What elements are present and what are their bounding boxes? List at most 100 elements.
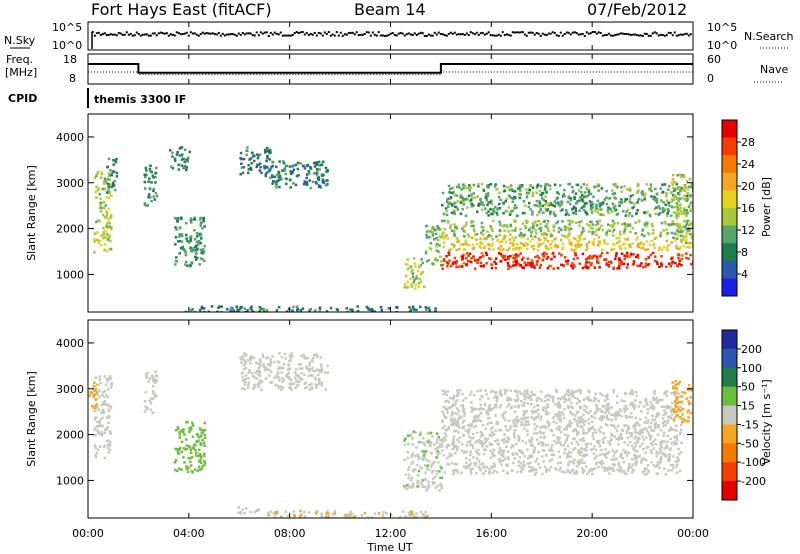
data-cell (551, 252, 554, 256)
data-cell (576, 421, 580, 424)
data-cell (451, 442, 454, 445)
data-cell (590, 420, 594, 424)
data-cell (598, 417, 601, 421)
data-cell (630, 389, 634, 392)
data-cell (565, 398, 568, 401)
nsky-point (283, 34, 286, 37)
data-cell (474, 424, 478, 428)
data-cell (102, 226, 105, 230)
data-cell (587, 470, 591, 473)
data-cell (490, 443, 494, 446)
data-cell (317, 184, 321, 187)
data-cell (199, 241, 202, 245)
data-cell (582, 431, 585, 435)
data-cell (677, 459, 680, 463)
data-cell (287, 371, 291, 375)
data-cell (655, 415, 658, 418)
data-cell (484, 440, 487, 444)
data-cell (468, 435, 471, 438)
data-cell (477, 460, 481, 463)
data-cell (634, 431, 637, 434)
data-cell (418, 456, 421, 459)
data-cell (541, 192, 544, 195)
data-cell (540, 193, 543, 197)
data-cell (201, 429, 205, 432)
nsky-point (247, 32, 250, 35)
data-cell (631, 471, 634, 474)
data-cell (678, 469, 682, 473)
data-cell (572, 211, 575, 215)
data-cell (573, 458, 576, 462)
data-cell (630, 412, 633, 415)
data-cell (318, 306, 322, 309)
data-cell (660, 200, 663, 203)
data-cell (548, 394, 551, 397)
data-cell (598, 205, 602, 208)
data-cell (672, 408, 675, 411)
data-cell (675, 438, 679, 442)
data-cell (189, 460, 192, 464)
data-cell (535, 263, 539, 266)
data-cell (587, 194, 590, 197)
nsky-point (205, 32, 208, 35)
data-cell (101, 394, 104, 397)
data-cell (331, 516, 335, 518)
data-cell (675, 410, 678, 413)
data-cell (490, 263, 493, 266)
data-cell (349, 510, 352, 514)
data-cell (678, 185, 682, 189)
nsky-point (351, 31, 354, 34)
data-cell (687, 257, 690, 260)
data-cell (636, 245, 639, 248)
nsearch-label: N.Search (744, 30, 794, 43)
data-cell (425, 467, 429, 471)
data-cell (190, 262, 193, 265)
data-cell (183, 160, 187, 164)
data-cell (273, 376, 276, 380)
data-cell (652, 197, 655, 201)
data-cell (689, 396, 692, 399)
data-cell (672, 385, 675, 389)
data-cell (561, 242, 565, 246)
data-cell (615, 437, 618, 441)
data-cell (300, 354, 303, 358)
data-cell (535, 468, 538, 471)
data-cell (638, 437, 641, 440)
data-cell (443, 471, 446, 474)
data-cell (461, 404, 465, 407)
data-cell (623, 185, 626, 188)
data-cell (464, 198, 467, 201)
data-cell (534, 231, 538, 235)
nsky-point (479, 32, 482, 35)
data-cell (474, 450, 478, 453)
nsky-point (313, 31, 316, 34)
data-cell (508, 213, 512, 216)
data-cell (266, 146, 269, 150)
data-cell (689, 201, 693, 204)
data-cell (574, 207, 578, 210)
data-cell (281, 380, 284, 383)
data-cell (287, 377, 290, 380)
data-cell (489, 225, 492, 228)
data-cell (579, 461, 583, 465)
data-cell (203, 452, 206, 455)
data-cell (183, 461, 186, 464)
data-cell (613, 204, 616, 207)
data-cell (297, 383, 300, 387)
data-cell (102, 180, 106, 184)
data-cell (191, 424, 195, 427)
data-cell (630, 254, 633, 257)
data-cell (679, 206, 682, 210)
nsky-point (221, 32, 224, 35)
data-cell (276, 371, 280, 374)
data-cell (199, 428, 203, 432)
data-cell (293, 514, 296, 517)
data-cell (672, 206, 675, 209)
data-cell (679, 234, 682, 238)
data-cell (653, 392, 656, 396)
nsky-point (215, 33, 218, 36)
data-cell (482, 448, 486, 451)
data-cell (524, 219, 528, 223)
data-cell (495, 471, 499, 474)
data-cell (663, 183, 667, 186)
